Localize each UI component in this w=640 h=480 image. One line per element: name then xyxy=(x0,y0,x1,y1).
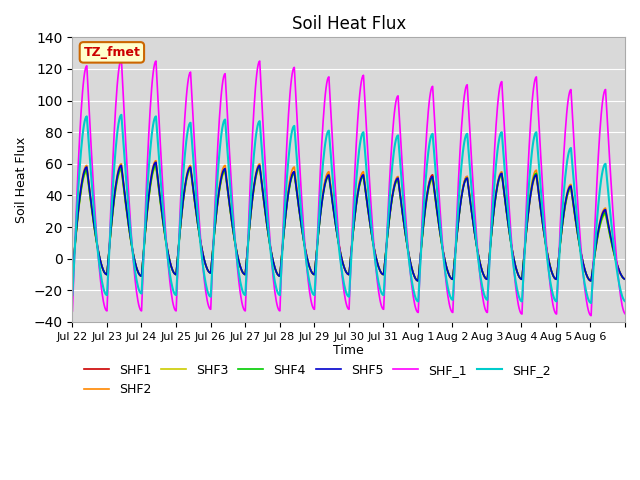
SHF3 xyxy=(263,223,271,228)
Line: SHF5: SHF5 xyxy=(72,162,625,281)
SHF2 xyxy=(621,276,629,282)
SHF1 xyxy=(414,278,422,284)
SHF2 xyxy=(68,272,76,277)
SHF5 xyxy=(406,259,414,265)
SHF_2 xyxy=(263,211,271,216)
SHF_1 xyxy=(118,57,125,62)
SHF_1 xyxy=(68,308,76,314)
Legend: SHF1, SHF2, SHF3, SHF4, SHF5, SHF_1, SHF_2: SHF1, SHF2, SHF3, SHF4, SHF5, SHF_1, SHF… xyxy=(79,359,556,401)
SHF4 xyxy=(236,261,243,267)
SHF3 xyxy=(68,272,76,277)
SHF4 xyxy=(263,222,271,228)
SHF_1 xyxy=(284,123,292,129)
SHF3 xyxy=(621,276,629,282)
SHF3 xyxy=(414,278,422,284)
SHF4 xyxy=(438,242,446,248)
SHF_2 xyxy=(118,112,125,118)
SHF_2 xyxy=(284,164,292,169)
SHF1 xyxy=(152,161,160,167)
SHF1 xyxy=(284,194,292,200)
SHF_1 xyxy=(263,191,271,197)
SHF_2 xyxy=(68,292,76,298)
SHF_2 xyxy=(621,298,629,304)
SHF5 xyxy=(621,276,629,282)
SHF4 xyxy=(414,278,422,284)
SHF3 xyxy=(406,259,414,265)
SHF4 xyxy=(284,195,292,201)
Line: SHF3: SHF3 xyxy=(72,167,625,281)
SHF5 xyxy=(133,267,141,273)
SHF2 xyxy=(133,267,141,273)
Line: SHF2: SHF2 xyxy=(72,161,625,281)
Y-axis label: Soil Heat Flux: Soil Heat Flux xyxy=(15,136,28,223)
SHF1 xyxy=(263,222,271,228)
SHF1 xyxy=(406,259,414,265)
SHF2 xyxy=(236,261,243,266)
SHF2 xyxy=(152,158,160,164)
Title: Soil Heat Flux: Soil Heat Flux xyxy=(292,15,406,33)
SHF5 xyxy=(284,194,292,200)
SHF3 xyxy=(133,267,141,273)
SHF1 xyxy=(236,261,243,267)
SHF3 xyxy=(284,195,292,201)
SHF4 xyxy=(406,259,414,265)
SHF_2 xyxy=(588,300,595,306)
SHF1 xyxy=(133,267,141,273)
SHF2 xyxy=(263,221,271,227)
SHF2 xyxy=(438,242,446,248)
SHF_1 xyxy=(588,313,595,319)
SHF_1 xyxy=(406,270,414,276)
SHF_2 xyxy=(438,234,445,240)
SHF_2 xyxy=(134,284,142,289)
SHF_2 xyxy=(406,268,414,274)
SHF1 xyxy=(438,241,446,247)
SHF_1 xyxy=(134,298,142,304)
SHF4 xyxy=(621,276,629,282)
SHF5 xyxy=(263,221,271,227)
SHF4 xyxy=(152,163,160,168)
SHF5 xyxy=(152,159,160,165)
SHF5 xyxy=(414,278,422,284)
SHF4 xyxy=(68,272,76,277)
SHF5 xyxy=(68,272,76,277)
SHF2 xyxy=(406,259,414,264)
SHF_1 xyxy=(621,311,629,317)
SHF_1 xyxy=(236,285,243,290)
SHF3 xyxy=(236,262,243,267)
SHF_2 xyxy=(236,275,243,281)
SHF5 xyxy=(438,242,446,248)
SHF2 xyxy=(284,190,292,196)
SHF3 xyxy=(152,164,160,170)
Line: SHF1: SHF1 xyxy=(72,164,625,281)
X-axis label: Time: Time xyxy=(333,345,364,358)
SHF3 xyxy=(438,243,446,249)
Line: SHF_2: SHF_2 xyxy=(72,115,625,303)
SHF2 xyxy=(414,278,422,284)
Text: TZ_fmet: TZ_fmet xyxy=(83,46,140,59)
Line: SHF_1: SHF_1 xyxy=(72,60,625,316)
SHF1 xyxy=(621,276,629,282)
Line: SHF4: SHF4 xyxy=(72,166,625,281)
SHF1 xyxy=(68,272,76,277)
SHF_1 xyxy=(438,225,445,230)
SHF5 xyxy=(236,261,243,267)
SHF4 xyxy=(133,267,141,273)
